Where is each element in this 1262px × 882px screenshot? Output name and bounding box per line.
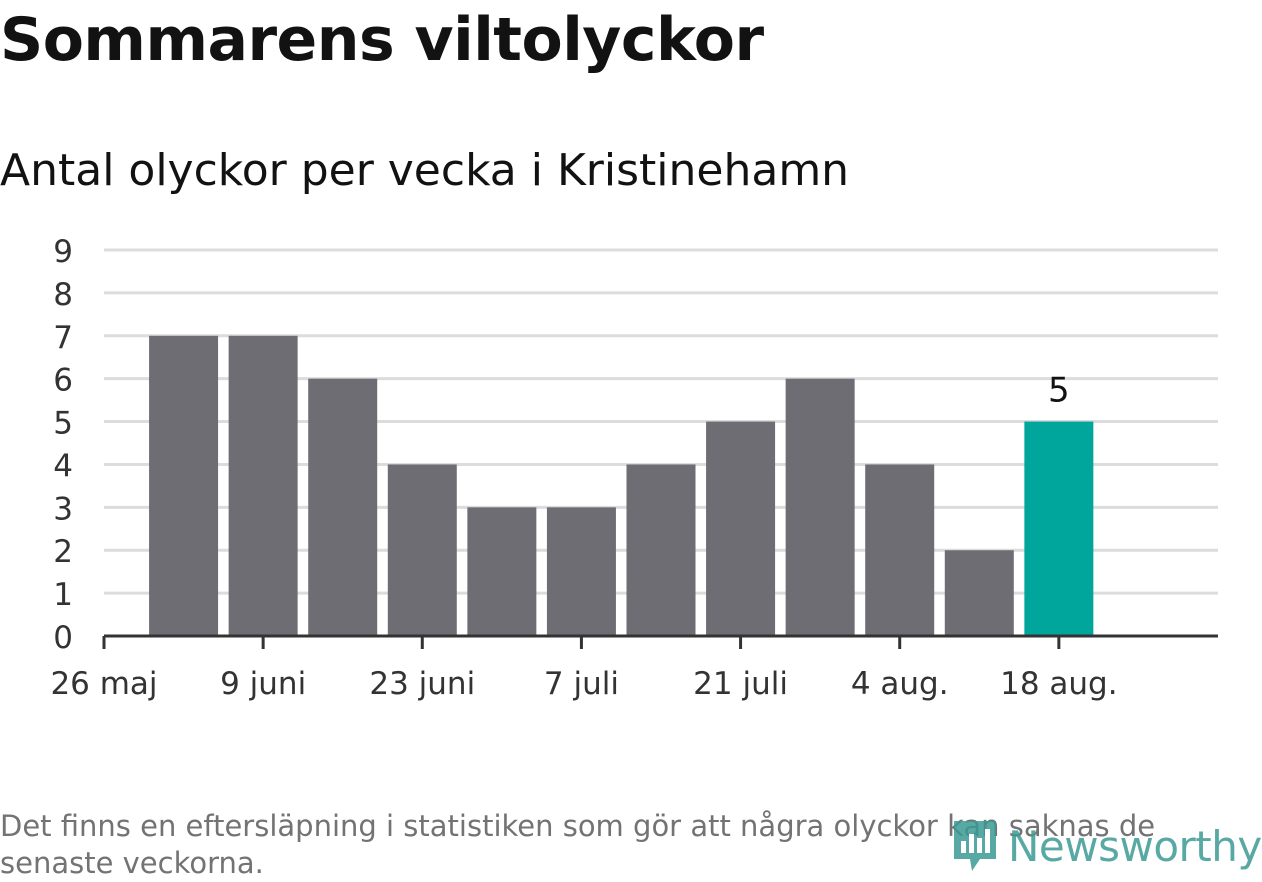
y-tick-label: 7 [53,320,73,356]
y-tick-label: 4 [53,448,73,484]
x-tick-label: 21 juli [693,666,788,702]
logo-text: Newsworthy [1008,821,1262,871]
bar [1024,421,1094,636]
y-tick-label: 0 [53,620,73,656]
chart-title: Sommarens viltolyckor [0,5,764,75]
y-tick-label: 5 [53,406,73,442]
bar [546,507,616,636]
bars [149,335,1094,636]
x-tick-label: 9 juni [220,666,306,702]
x-tick-label: 18 aug. [1000,666,1117,702]
y-tick-label: 9 [53,234,73,270]
highlight-value-label: 5 [1048,371,1070,411]
chart-subtitle: Antal olyckor per vecka i Kristinehamn [0,145,850,196]
y-tick-label: 3 [53,491,73,527]
bar [706,421,776,636]
y-tick-label: 1 [53,577,73,613]
x-axis-ticks: 26 maj 9 juni 23 juni 7 juli 21 juli 4 aug. 18… [50,636,1118,702]
bar [228,335,298,636]
bar [944,550,1014,636]
y-tick-label: 6 [53,363,73,399]
bar [865,464,935,636]
y-tick-label: 8 [53,277,73,313]
newsworthy-logo: Newsworthy [950,815,1262,877]
y-axis-ticks: 0 1 2 3 4 5 6 7 8 9 [53,234,73,656]
y-tick-label: 2 [53,534,73,570]
data-labels: 5 [1048,371,1070,411]
x-tick-label: 7 juli [544,666,619,702]
bar [785,378,855,636]
x-tick-label: 23 juni [369,666,475,702]
bar [149,335,219,636]
bar [308,378,378,636]
newsworthy-logo-icon [954,821,996,871]
x-tick-label: 4 aug. [851,666,949,702]
x-tick-label: 26 maj [50,666,157,702]
bar [467,507,537,636]
bar [387,464,457,636]
bar [626,464,696,636]
